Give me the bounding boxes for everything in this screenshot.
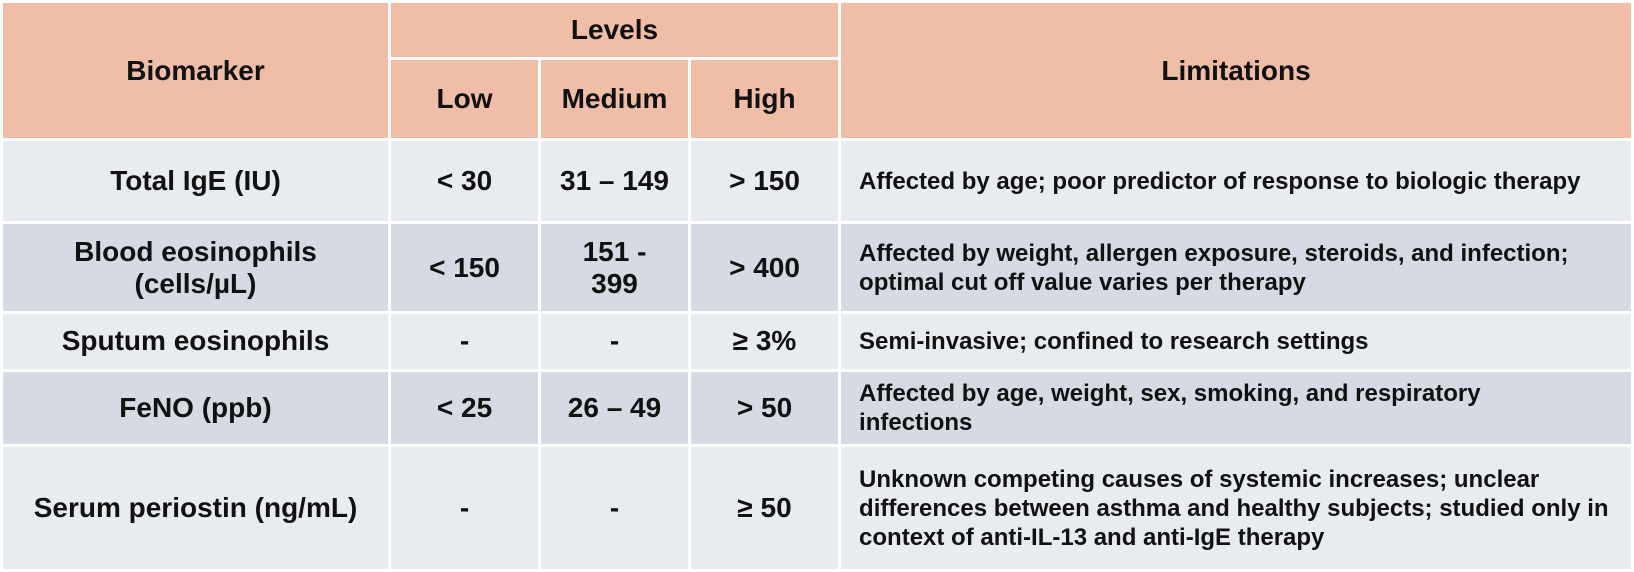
limitations-cell: Affected by age, weight, sex, smoking, a…: [838, 369, 1634, 448]
header-high: High: [687, 57, 842, 141]
table-row: FeNO (ppb) < 25 26 – 49 > 50 Affected by…: [0, 369, 1634, 448]
limitations-cell: Affected by age; poor predictor of respo…: [838, 137, 1634, 225]
table-row: Serum periostin (ng/mL) - - ≥ 50 Unknown…: [0, 444, 1634, 572]
low-cell: < 150: [388, 221, 541, 314]
high-cell: > 400: [687, 221, 842, 314]
biomarker-cell: Blood eosinophils (cells/µL): [0, 221, 391, 314]
header-levels: Levels: [387, 0, 842, 60]
low-cell: < 30: [388, 137, 541, 225]
low-cell: < 25: [388, 369, 541, 448]
header-biomarker: Biomarker: [0, 0, 391, 141]
medium-cell: 26 – 49: [538, 369, 691, 448]
biomarker-cell: Total IgE (IU): [0, 137, 391, 225]
low-cell: -: [388, 444, 541, 572]
table-row: Total IgE (IU) < 30 31 – 149 > 150 Affec…: [0, 137, 1634, 225]
limitations-cell: Unknown competing causes of systemic inc…: [838, 444, 1634, 572]
low-cell: -: [388, 310, 541, 373]
header-limitations: Limitations: [838, 0, 1634, 141]
high-cell: > 150: [687, 137, 842, 225]
biomarker-cell: Sputum eosinophils: [0, 310, 391, 373]
medium-cell: -: [538, 310, 691, 373]
high-cell: ≥ 50: [687, 444, 842, 572]
biomarker-cell: FeNO (ppb): [0, 369, 391, 448]
biomarker-cell: Serum periostin (ng/mL): [0, 444, 391, 572]
medium-cell: 31 – 149: [538, 137, 691, 225]
high-cell: ≥ 3%: [687, 310, 842, 373]
limitations-cell: Affected by weight, allergen exposure, s…: [838, 221, 1634, 314]
high-cell: > 50: [687, 369, 842, 448]
medium-cell: 151 - 399: [538, 221, 691, 314]
table-row: Sputum eosinophils - - ≥ 3% Semi-invasiv…: [0, 310, 1634, 373]
medium-cell: -: [538, 444, 691, 572]
table-row: Blood eosinophils (cells/µL) < 150 151 -…: [0, 221, 1634, 314]
header-medium: Medium: [538, 57, 691, 141]
header-low: Low: [388, 57, 541, 141]
limitations-cell: Semi-invasive; confined to research sett…: [838, 310, 1634, 373]
